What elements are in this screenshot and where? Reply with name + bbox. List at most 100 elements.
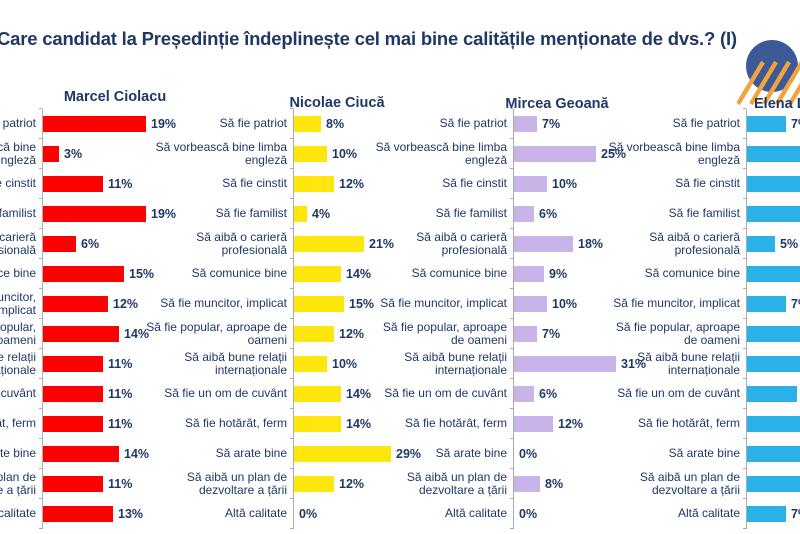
category-label-text: Să fie popular, aproape de oameni (382, 319, 507, 347)
category-label-text: Să fie cinstit (442, 176, 507, 191)
plot-area: 15% (39, 258, 183, 289)
value-label: 0% (519, 447, 538, 461)
plot-area: 14% (290, 258, 444, 289)
bar (747, 266, 800, 282)
chart-row: Să vorbească bine limba engleză 25% (373, 138, 664, 169)
category-label-text: Să aibă o carieră profesională (649, 229, 740, 257)
candidate-header-mircea-geoana: Mircea Geoană (505, 96, 609, 112)
plot-area: 13% (39, 498, 183, 529)
plot-area: 7% (510, 108, 664, 139)
chart-row: Să vorbească bine limba engleză 10% (135, 138, 444, 169)
brand-logo (737, 40, 800, 106)
value-label: 13% (118, 507, 144, 521)
bar (747, 206, 800, 222)
chart-row: Să aibă un plan de dezvoltare a țării 8% (373, 468, 664, 499)
plot-area (743, 438, 800, 469)
category-label: Să fie popular, aproape de oameni (373, 319, 513, 349)
chart-row: Să fie un om de cuvânt 6% (373, 378, 664, 409)
value-label: 15% (129, 267, 155, 281)
plot-area (743, 198, 800, 229)
category-label-text: Să aibă bune relații internaționale (404, 349, 507, 377)
category-label-text: Să aibă bune relații internaționale (0, 349, 36, 377)
value-label: 10% (332, 147, 358, 161)
bar (514, 296, 547, 312)
category-label: Să fie un om de cuvânt (606, 379, 746, 409)
category-label: Să vorbească bine limba engleză (373, 139, 513, 169)
category-label-text: Să arate bine (215, 446, 287, 461)
category-label-text: Să fie hotărât, ferm (184, 416, 287, 431)
category-label: Să aibă o carieră profesională (373, 229, 513, 259)
category-label: Să fie cinstit (606, 169, 746, 199)
value-label: 11% (108, 177, 133, 191)
category-label: Să aibă bune relații internaționale (0, 349, 42, 379)
value-label: 12% (339, 477, 365, 491)
category-label-text: Să arate bine (435, 446, 507, 461)
chart-row: Să fie un om de cuvânt 14% (135, 378, 444, 409)
category-label: Să fie familist (606, 199, 746, 229)
chart-row: Să aibă bune relații internaționale (606, 348, 800, 379)
chart-row: Să aibă bune relații internaționale 10% (135, 348, 444, 379)
category-label-text: Să comunice bine (644, 266, 740, 281)
category-label-text: Să comunice bine (0, 266, 36, 281)
plot-area: 12% (510, 408, 664, 439)
chart-row: Să aibă o carieră profesională 21% (135, 228, 444, 259)
chart-row: Să fie patriot 8% (135, 108, 444, 139)
value-label: 7% (542, 117, 561, 131)
chart-row: Să fie muncitor, implicat 7% (606, 288, 800, 319)
value-label: 11% (108, 357, 133, 371)
category-label-text: Să comunice bine (411, 266, 507, 281)
plot-area: 14% (290, 408, 444, 439)
category-label: Să arate bine (373, 439, 513, 469)
category-label-text: Să fie cinstit (0, 176, 36, 191)
category-label-text: Să fie un om de cuvânt (164, 386, 287, 401)
value-label: 7% (791, 117, 800, 131)
plot-area: 10% (510, 288, 664, 319)
plot-area: 0% (510, 498, 664, 529)
plot-area: 8% (510, 468, 664, 499)
category-label-text: Să aibă bune relații internaționale (637, 349, 740, 377)
category-label: Să fie patriot (0, 109, 42, 139)
value-label: 6% (81, 237, 100, 251)
value-label: 19% (151, 117, 177, 131)
category-label: Să aibă un plan de dezvoltare a țării (0, 469, 42, 499)
bar (514, 386, 534, 402)
plot-area (743, 318, 800, 349)
chart-row: Să arate bine 14% (0, 438, 183, 469)
chart-row: Să fie patriot 19% (0, 108, 183, 139)
bar (514, 206, 534, 222)
plot-area (743, 348, 800, 379)
plot-area: 8% (290, 108, 444, 139)
category-label-text: Să fie un om de cuvânt (617, 386, 740, 401)
category-label: Să fie familist (373, 199, 513, 229)
category-label-text: Să aibă un plan de dezvoltare a țării (0, 469, 36, 497)
plot-area: 10% (510, 168, 664, 199)
category-label: Să comunice bine (606, 259, 746, 289)
category-label-text: Să fie muncitor, implicat (160, 296, 287, 311)
value-label: 12% (558, 417, 584, 431)
value-label: 21% (369, 237, 395, 251)
chart-row: Să fie patriot 7% (606, 108, 800, 139)
category-label: Să fie un om de cuvânt (135, 379, 293, 409)
chart-row: Să comunice bine 9% (373, 258, 664, 289)
plot-area (743, 138, 800, 169)
chart-row: Să comunice bine 14% (135, 258, 444, 289)
value-label: 15% (349, 297, 375, 311)
category-label-text: Să fie familist (215, 206, 287, 221)
chart-row: Să comunice bine (606, 258, 800, 289)
chart-row: Să fie un om de cuvânt (606, 378, 800, 409)
candidate-header-nicolae-ciuca: Nicolae Ciucă (289, 95, 385, 111)
plot-area: 7% (510, 318, 664, 349)
category-label: Să fie un om de cuvânt (0, 379, 42, 409)
value-label: 0% (519, 507, 538, 521)
category-label: Să fie muncitor, implicat (0, 289, 42, 319)
plot-area: 11% (39, 468, 183, 499)
bar (747, 236, 775, 252)
category-label-text: Să fie popular, aproape de oameni (146, 319, 287, 347)
plot-area: 6% (39, 228, 183, 259)
chart-row: Să aibă o carieră profesională 6% (0, 228, 183, 259)
category-label-text: Să vorbească bine limba engleză (0, 139, 36, 167)
candidate-header-marcel-ciolacu: Marcel Ciolacu (63, 89, 167, 105)
category-label: Să vorbească bine limba engleză (135, 139, 293, 169)
plot-area: 9% (510, 258, 664, 289)
plot-area: 29% (290, 438, 444, 469)
